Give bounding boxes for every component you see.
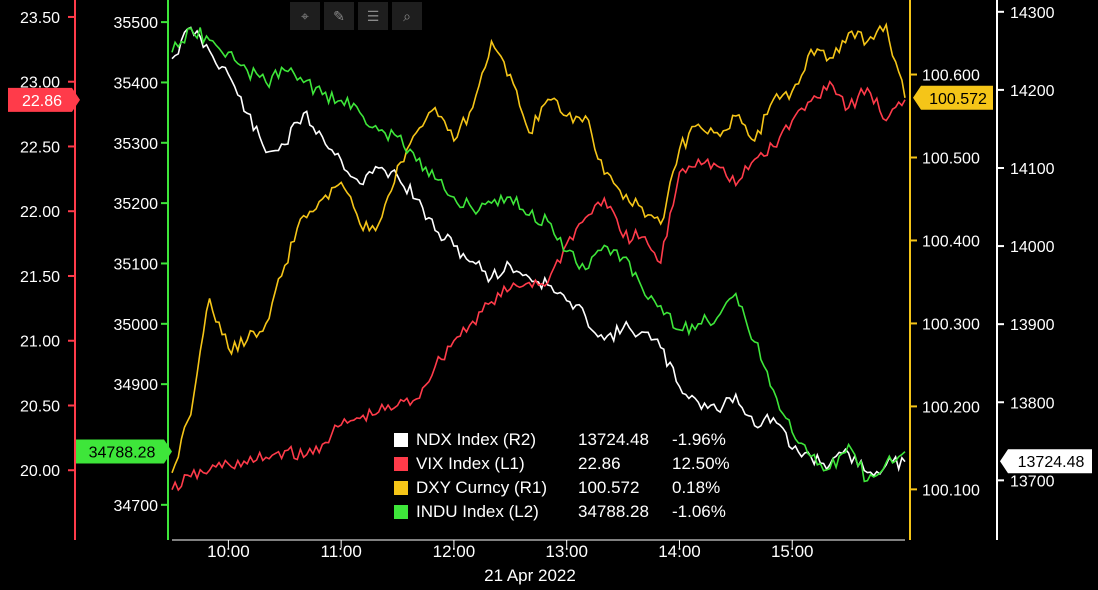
x-axis-tick-label: 10:00	[207, 542, 250, 561]
legend-last-value: 22.86	[578, 454, 621, 473]
search-icon[interactable]: ⌕	[392, 2, 422, 30]
legend-row-vix[interactable]: VIX Index (L1) 22.86 12.50%	[390, 451, 738, 475]
last-value-tag-label-l2: 34788.28	[89, 445, 156, 462]
axis-tick-label-r1: 100.400	[922, 233, 980, 250]
axis-tick-label-l1: 22.00	[20, 204, 60, 221]
axis-tick-label-r2: 14300	[1010, 5, 1055, 22]
axes-layer: 20.00 20.50 21.00 21.50 22.00 22.50 23.00 23.50…	[20, 0, 1055, 585]
axis-tick-label-r2: 14100	[1010, 161, 1055, 178]
axis-tick-label-l2: 34700	[114, 498, 159, 515]
legend-row-dxy[interactable]: DXY Curncy (R1) 100.572 0.18%	[390, 475, 738, 499]
axis-tick-label-l2: 35100	[114, 256, 159, 273]
legend-change: 12.50%	[672, 454, 730, 473]
legend-row-ndx[interactable]: NDX Index (R2) 13724.48 -1.96%	[390, 427, 738, 451]
x-axis-tick-label: 11:00	[321, 542, 362, 561]
axis-tick-label-l2: 35500	[114, 15, 159, 32]
legend-last-value: 13724.48	[578, 430, 649, 449]
series-layer	[171, 22, 906, 492]
last-value-tag-r2	[1000, 449, 1092, 474]
last-value-tag-label-r2: 13724.48	[1018, 454, 1085, 471]
axis-tick-label-l1: 23.00	[20, 75, 60, 92]
legend-last-value: 100.572	[578, 478, 640, 497]
legend-swatch	[394, 433, 408, 447]
axis-tick-label-r2: 13900	[1010, 317, 1055, 334]
last-value-tag-l2	[76, 439, 172, 464]
axis-tick-label-r1: 100.300	[922, 316, 980, 333]
axis-tick-label-l1: 21.50	[20, 269, 60, 286]
legend-row-indu[interactable]: INDU Index (L2) 34788.28 -1.06%	[390, 499, 738, 523]
legend-swatch	[394, 505, 408, 519]
axis-tick-label-l1: 20.50	[20, 398, 60, 415]
axis-tick-label-r2: 14000	[1010, 239, 1055, 256]
legend-series-name: INDU Index (L2)	[416, 502, 539, 521]
series-line-indu	[171, 27, 906, 483]
axis-tick-label-r1: 100.200	[922, 399, 980, 416]
x-axis-date-label: 21 Apr 2022	[484, 566, 576, 585]
chart-toolbar: ⌖ ✎ ☰ ⌕	[290, 2, 422, 30]
legend-change: 0.18%	[672, 478, 721, 497]
axis-tick-label-l2: 35400	[114, 75, 159, 92]
legend-swatch	[394, 481, 408, 495]
last-value-tag-label-l1: 22.86	[22, 93, 62, 110]
list-icon[interactable]: ☰	[358, 2, 388, 30]
axis-tick-label-r2: 13800	[1010, 395, 1055, 412]
legend-swatch	[394, 457, 408, 471]
legend-series-name: NDX Index (R2)	[416, 430, 536, 449]
axis-tick-label-l2: 34900	[114, 377, 159, 394]
last-value-tag-r1	[913, 85, 993, 110]
series-line-dxy	[171, 22, 906, 474]
axis-tick-label-r2: 14200	[1010, 83, 1055, 100]
axis-tick-label-r1: 100.100	[922, 482, 980, 499]
legend-last-value: 34788.28	[578, 502, 649, 521]
chart-legend: NDX Index (R2) 13724.48 -1.96% VIX Index…	[390, 425, 738, 525]
last-value-tag-label-r1: 100.572	[929, 91, 987, 108]
axis-tick-label-l1: 21.00	[20, 334, 60, 351]
pen-icon[interactable]: ✎	[324, 2, 354, 30]
axis-tick-label-r1: 100.600	[922, 68, 980, 85]
legend-series-name: DXY Curncy (R1)	[416, 478, 547, 497]
x-axis-tick-label: 14:00	[658, 542, 701, 561]
series-line-ndx	[171, 26, 906, 477]
crosshair-icon[interactable]: ⌖	[290, 2, 320, 30]
x-axis-tick-label: 12:00	[433, 542, 476, 561]
axis-tick-label-l1: 23.50	[20, 10, 60, 27]
axis-tick-label-r2: 13700	[1010, 473, 1055, 490]
legend-series-name: VIX Index (L1)	[416, 454, 525, 473]
legend-change: -1.06%	[672, 502, 726, 521]
axis-tick-label-l2: 35300	[114, 136, 159, 153]
x-axis-tick-label: 15:00	[771, 542, 814, 561]
last-value-tag-l1	[8, 87, 80, 112]
legend-change: -1.96%	[672, 430, 726, 449]
axis-tick-label-l2: 35000	[114, 317, 159, 334]
axis-tick-label-r1: 100.500	[922, 150, 980, 167]
x-axis-tick-label: 13:00	[545, 542, 588, 561]
last-value-tags: 22.86 34788.28 100.572 13724.48	[8, 85, 1092, 474]
axis-tick-label-l1: 22.50	[20, 139, 60, 156]
axis-tick-label-l2: 35200	[114, 196, 159, 213]
series-line-vix	[171, 80, 906, 492]
axis-tick-label-l1: 20.00	[20, 463, 60, 480]
